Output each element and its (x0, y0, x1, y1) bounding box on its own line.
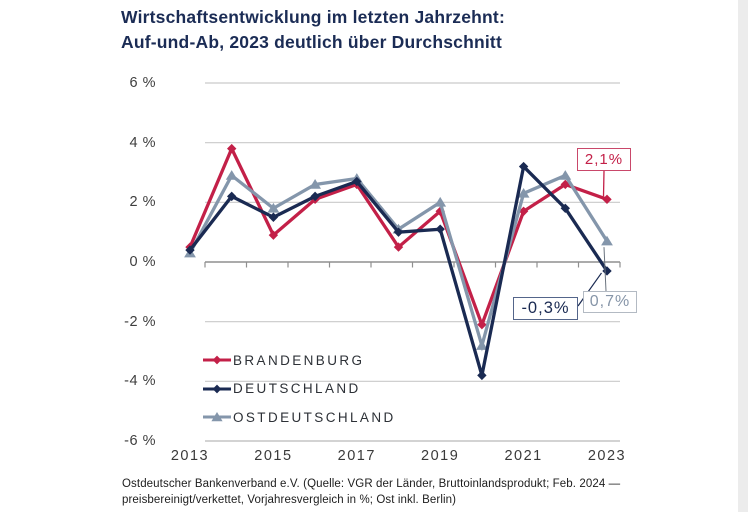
marker-deutschland-2020 (477, 370, 487, 381)
source-note: Ostdeutscher Bankenverband e.V. (Quelle:… (122, 477, 722, 508)
marker-deutschland-2016 (310, 191, 320, 202)
legend-item-deutschland: DEUTSCHLAND (202, 375, 396, 404)
legend-label-deutschland: DEUTSCHLAND (233, 381, 361, 397)
x-axis-label-2013: 2013 (170, 448, 210, 464)
marker-deutschland-2013 (185, 245, 195, 255)
callout-brandenburg-2023: 2,1% (577, 148, 631, 171)
legend-label-ostdeutschland: OSTDEUTSCHLAND (233, 409, 396, 425)
y-axis-label-6: 6 % (129, 75, 156, 91)
y-axis-label-minus6: -6 % (124, 433, 156, 449)
x-axis-label-2021: 2021 (504, 448, 543, 464)
marker-deutschland-2017 (352, 176, 362, 187)
legend-label-brandenburg: BRANDENBURG (233, 352, 365, 368)
marker-ostdeutschland-2020 (476, 340, 488, 350)
chart-title-line1: Wirtschaftsentwicklung im letzten Jahrze… (121, 7, 505, 27)
source-note-line2: preisbereinigt/verkettet, Vorjahresvergl… (122, 493, 457, 506)
diamond-marker-icon (212, 384, 222, 394)
page-edge-strip (738, 0, 748, 512)
diamond-marker-icon (212, 355, 222, 365)
series-line-ostdeutschland (188, 172, 609, 352)
marker-deutschland-2015 (268, 212, 279, 222)
callout-deutschland-2023: -0,3% (513, 297, 578, 320)
y-axis-label-minus4: -4 % (124, 373, 156, 389)
marker-brandenburg-2022 (560, 179, 570, 190)
marker-ostdeutschland-2015 (267, 202, 280, 213)
x-axis-label-2015: 2015 (254, 448, 293, 464)
callout-leader-brandenburg (602, 170, 605, 197)
legend-swatch-brandenburg (203, 355, 231, 365)
callout-ostdeutschland-2023: 0,7% (583, 291, 637, 313)
legend-swatch-ostdeutschland (203, 412, 231, 422)
marker-ostdeutschland-2021 (517, 187, 530, 198)
legend-item-ostdeutschland: OSTDEUTSCHLAND (202, 403, 396, 432)
marker-brandenburg-2014 (227, 143, 237, 154)
y-axis-label-0: 0 % (129, 254, 156, 270)
callout-leader-deutschland (577, 272, 602, 307)
marker-deutschland-2022 (560, 203, 570, 214)
triangle-marker-icon (211, 412, 223, 422)
y-axis-label-minus2: -2 % (124, 314, 156, 330)
chart-title-line2: Auf-und-Ab, 2023 deutlich über Durchschn… (121, 32, 502, 52)
marker-ostdeutschland-2019 (434, 196, 447, 207)
marker-deutschland-2018 (393, 227, 404, 237)
callout-leader-ostdeutschland (603, 247, 607, 292)
legend-item-brandenburg: BRANDENBURG (202, 346, 396, 375)
x-axis-label-2019: 2019 (421, 448, 460, 464)
x-axis-label-2023: 2023 (587, 448, 627, 464)
marker-brandenburg-2018 (393, 242, 404, 252)
source-note-line1: Ostdeutscher Bankenverband e.V. (Quelle:… (122, 478, 621, 490)
marker-ostdeutschland-2022 (559, 170, 572, 180)
x-axis-label-2017: 2017 (337, 448, 376, 464)
y-axis-label-2: 2 % (129, 194, 156, 210)
marker-deutschland-2021 (518, 161, 529, 172)
marker-ostdeutschland-2023 (601, 235, 613, 246)
y-axis-label-4: 4 % (129, 135, 156, 151)
marker-brandenburg-2015 (268, 230, 279, 240)
marker-deutschland-2019 (435, 224, 445, 234)
marker-ostdeutschland-2014 (225, 170, 238, 180)
marker-brandenburg-2020 (477, 319, 487, 330)
marker-deutschland-2014 (227, 191, 237, 202)
chart-title: Wirtschaftsentwicklung im letzten Jahrze… (121, 5, 721, 55)
legend: BRANDENBURG DEUTSCHLAND OSTDEUTSCHLAND (202, 346, 396, 432)
marker-brandenburg-2023 (602, 194, 612, 205)
legend-swatch-deutschland (203, 384, 231, 394)
marker-brandenburg-2021 (518, 206, 529, 216)
marker-ostdeutschland-2016 (309, 179, 321, 189)
